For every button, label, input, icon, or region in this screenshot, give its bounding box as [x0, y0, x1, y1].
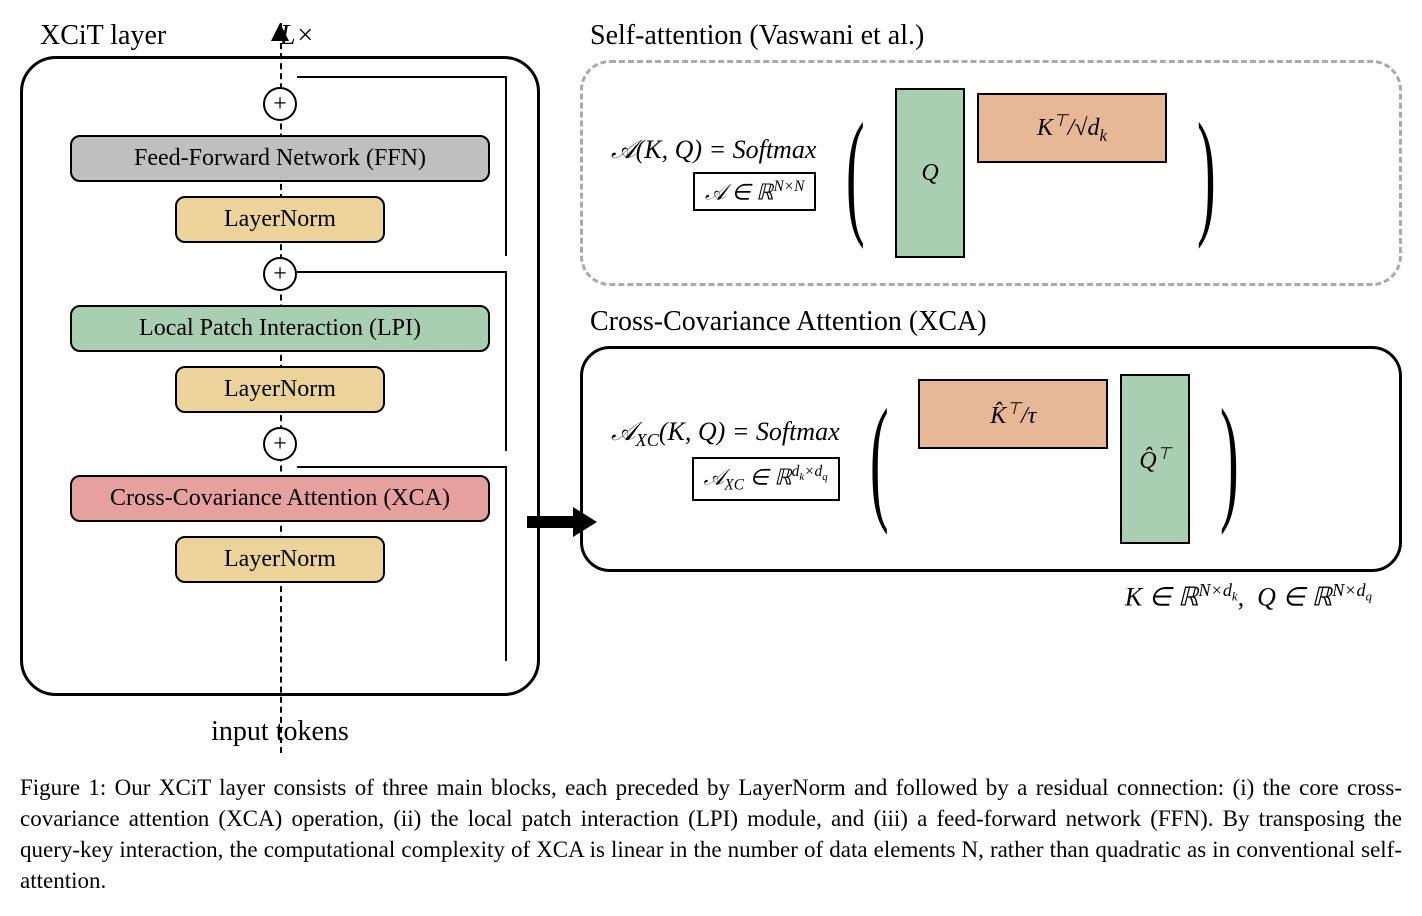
self-attention-eq: 𝒜(K, Q) = Softmax	[611, 135, 816, 166]
dims-line: K ∈ ℝN×dk, Q ∈ ℝN×dq	[580, 580, 1372, 613]
residual-add-xca: +	[263, 427, 297, 461]
sa-K-label: K⊤/√dk	[1037, 110, 1107, 146]
self-attention-group: Self-attention (Vaswani et al.) 𝒜(K, Q) …	[580, 20, 1402, 286]
right-column: Self-attention (Vaswani et al.) 𝒜(K, Q) …	[580, 20, 1402, 613]
xcit-layer-column: XCiT layer L× + Feed-Forward Network (FF…	[20, 20, 540, 748]
lpi-block: Local Patch Interaction (LPI)	[70, 305, 490, 352]
xca-Q-label: Q̂⊤	[1139, 443, 1171, 475]
layernorm-block-3: LayerNorm	[175, 536, 385, 583]
figure-caption: Figure 1: Our XCiT layer consists of thr…	[20, 772, 1402, 896]
plus-icon: +	[273, 262, 287, 286]
residual-add-lpi: +	[263, 257, 297, 291]
xca-dim-box: 𝒜XC ∈ ℝdk×dq	[692, 457, 840, 501]
sa-K-matrix: K⊤/√dk	[977, 93, 1167, 163]
xca-eq: 𝒜XC(K, Q) = Softmax	[611, 417, 840, 451]
plus-icon: +	[273, 432, 287, 456]
self-attention-title: Self-attention (Vaswani et al.)	[590, 20, 1402, 52]
ffn-label: Feed-Forward Network (FFN)	[134, 145, 426, 171]
residual-add-ffn: +	[263, 87, 297, 121]
paren-left-icon: (	[870, 396, 889, 522]
lpi-label: Local Patch Interaction (LPI)	[139, 315, 421, 341]
sa-dim-exp: N×N	[773, 178, 804, 195]
layernorm-label-3: LayerNorm	[224, 546, 336, 572]
arrow-up-icon	[271, 23, 289, 41]
layernorm-label-1: LayerNorm	[224, 206, 336, 232]
self-attention-dim-box: 𝒜 ∈ ℝN×N	[693, 172, 816, 211]
paren-right-icon: )	[1197, 110, 1216, 236]
xca-label: Cross-Covariance Attention (XCA)	[110, 485, 450, 511]
xca-Q-matrix: Q̂⊤	[1120, 374, 1190, 544]
paren-right-icon: )	[1220, 396, 1239, 522]
xca-block: Cross-Covariance Attention (XCA)	[70, 475, 490, 522]
sa-matrix-area: Q K⊤/√dk	[895, 83, 1167, 263]
xca-matrix-area: K̂⊤/τ Q̂⊤	[918, 369, 1190, 549]
xca-K-matrix: K̂⊤/τ	[918, 379, 1108, 449]
sa-Q-matrix: Q	[895, 88, 965, 258]
self-attention-panel: 𝒜(K, Q) = Softmax 𝒜 ∈ ℝN×N ( Q K⊤/√dk	[580, 60, 1402, 286]
layernorm-block-1: LayerNorm	[175, 196, 385, 243]
ffn-block: Feed-Forward Network (FFN)	[70, 135, 490, 182]
xcit-layer-box: + Feed-Forward Network (FFN) LayerNorm +…	[20, 56, 540, 696]
xca-panel: 𝒜XC(K, Q) = Softmax 𝒜XC ∈ ℝdk×dq ( K̂⊤/τ…	[580, 346, 1402, 572]
xcit-title: XCiT layer	[40, 20, 166, 52]
layernorm-label-2: LayerNorm	[224, 376, 336, 402]
paren-left-icon: (	[846, 110, 865, 236]
xca-eq-left: 𝒜XC(K, Q) = Softmax 𝒜XC ∈ ℝdk×dq	[611, 417, 840, 501]
top-row: XCiT layer L× + Feed-Forward Network (FF…	[20, 20, 1402, 748]
layernorm-block-2: LayerNorm	[175, 366, 385, 413]
figure-container: XCiT layer L× + Feed-Forward Network (FF…	[20, 20, 1402, 896]
plus-icon: +	[273, 92, 287, 116]
arrow-right-icon	[527, 507, 597, 537]
sa-Q-label: Q	[921, 160, 938, 187]
residual-path-lpi	[297, 271, 507, 451]
xca-panel-title: Cross-Covariance Attention (XCA)	[590, 306, 1402, 338]
xca-K-label: K̂⊤/τ	[990, 398, 1036, 430]
xca-group: Cross-Covariance Attention (XCA) 𝒜XC(K, …	[580, 306, 1402, 613]
self-attention-eq-left: 𝒜(K, Q) = Softmax 𝒜 ∈ ℝN×N	[611, 135, 816, 211]
